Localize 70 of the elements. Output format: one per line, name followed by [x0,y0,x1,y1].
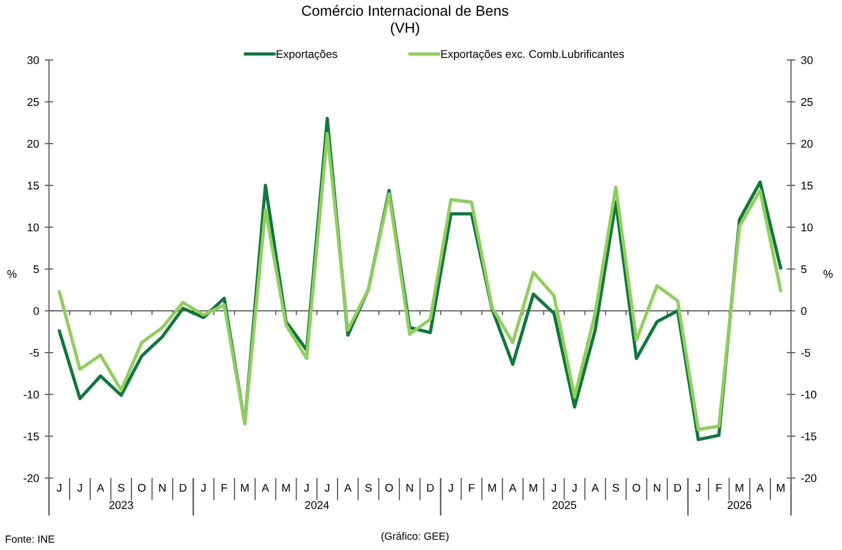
y-tick-label: -10 [24,390,39,399]
text: (Gráfico: GEE) [382,532,449,542]
x-tick-label: M [736,484,744,492]
y-tick-label: 10 [28,223,39,232]
y-tick-label: -20 [24,474,39,482]
x-tick-label: J [551,484,556,492]
x-tick-label: A [344,484,352,492]
y2-tick-label: -20 [801,474,816,482]
x-tick-label: N [406,484,413,492]
y-tick-label: 5 [34,265,39,274]
chart-subtitle: (VH) [390,22,420,36]
y-tick-label: -5 [30,348,39,357]
x-tick-label: F [469,484,474,492]
x-tick-label: M [776,484,784,492]
legend-label: Exportações [276,50,338,60]
y-tick-label: 0 [34,307,39,315]
x-tick-label: N [159,484,166,492]
x-tick-label: A [96,484,104,492]
x-tick-label: M [241,484,249,492]
x-tick-label: J [77,484,82,492]
x-tick-label: D [427,484,434,492]
x-tick-label: N [654,484,660,492]
text: 2026 [728,501,752,509]
x-tick-label: A [756,484,764,492]
y-tick-label: 20 [27,140,39,148]
x-tick-label: J [56,484,62,492]
y2-tick-label: 30 [801,56,813,64]
x-tick-label: J [572,484,577,492]
y2-tick-label: -10 [801,390,816,399]
y-tick-label: -15 [24,432,39,440]
x-tick-label: D [180,484,186,492]
y2-tick-label: 15 [802,182,813,190]
x-tick-label: M [530,484,538,492]
y2-tick-label: 5 [801,265,806,274]
x-tick-label: J [304,484,309,492]
x-tick-label: M [282,484,290,492]
x-tick-label: A [509,484,516,492]
y-tick-label: 15 [28,182,39,190]
chart-title: Comércio Internacional de Bens [302,5,508,16]
text: 2024 [305,501,329,509]
x-tick-label: M [488,484,496,492]
y2-tick-label: 20 [801,140,813,148]
legend-label: Exportações exc. Comb.Lubrificantes [441,50,624,60]
y2-axis-title: % [824,270,833,278]
x-tick-label: O [385,484,393,492]
source-note: Fonte: INE [6,536,54,543]
y2-tick-label: 0 [801,307,806,315]
x-tick-label: S [612,484,619,492]
x-tick-label: J [696,484,700,492]
x-tick-label: J [324,484,330,492]
x-tick-label: S [118,484,124,492]
x-tick-label: D [674,484,682,492]
y2-tick-label: -5 [801,348,810,357]
y-axis-title: % [7,270,16,278]
y-tick-label: 30 [27,56,39,64]
text: 2023 [109,501,134,509]
x-tick-label: J [448,484,453,492]
x-tick-label: F [222,484,228,492]
x-tick-label: O [138,484,146,492]
x-tick-label: S [365,484,372,492]
y-tick-label: 25 [27,98,39,106]
x-tick-label: A [592,484,599,492]
y2-tick-label: 25 [801,98,813,106]
x-tick-label: O [632,484,640,492]
x-tick-label: F [716,484,722,492]
y2-tick-label: -15 [801,432,816,440]
x-tick-label: J [200,484,206,492]
x-tick-label: A [262,484,270,492]
text: 2025 [552,501,576,509]
y2-tick-label: 10 [802,223,813,232]
